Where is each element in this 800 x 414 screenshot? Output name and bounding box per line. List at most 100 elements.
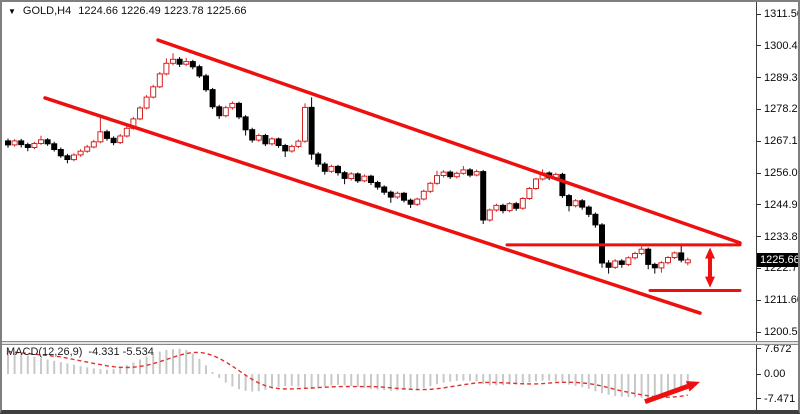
price-axis-label: 1267.10 — [764, 135, 800, 148]
indicator-axis-tick — [757, 348, 761, 350]
candle — [632, 251, 638, 260]
candle — [38, 135, 44, 145]
arrow-down-head — [705, 276, 715, 288]
candle — [282, 143, 289, 157]
candle — [467, 168, 473, 178]
candle — [559, 172, 566, 198]
candle — [209, 87, 216, 110]
candle — [473, 169, 480, 177]
macd-signal-line — [7, 350, 688, 398]
candle — [381, 185, 388, 195]
candle — [585, 205, 592, 218]
macd-up-arrow[interactable] — [644, 381, 700, 405]
candle — [526, 187, 533, 200]
candle — [57, 147, 64, 158]
candle — [302, 103, 308, 143]
candle — [189, 59, 196, 70]
candle — [77, 149, 84, 157]
axis-tick — [757, 108, 761, 110]
candle — [671, 251, 678, 259]
price-axis-label: 1233.80 — [764, 230, 800, 243]
candle — [645, 247, 652, 270]
candle — [249, 127, 256, 143]
candle — [222, 105, 229, 118]
candle — [374, 180, 381, 190]
candle — [341, 171, 348, 185]
candle — [579, 199, 586, 210]
candle — [533, 177, 539, 190]
indicator-axis-label: 7.672 — [764, 342, 792, 355]
candle — [500, 203, 506, 214]
price-axis-label: 1200.50 — [764, 326, 800, 338]
price-axis-label: 1311.50 — [764, 8, 800, 20]
price-axis-label: 1300.40 — [764, 39, 800, 52]
candle — [170, 53, 176, 66]
candle — [275, 137, 282, 148]
candle — [11, 139, 18, 147]
candle — [414, 197, 421, 206]
indicator-axis-tick — [757, 373, 761, 375]
candle — [453, 171, 460, 179]
indicator-axis-label: -7.471 — [764, 392, 796, 405]
channel-lower-trendline[interactable] — [43, 96, 702, 315]
candle — [658, 261, 665, 273]
price-axis[interactable]: 1225.66 1311.50 1300.40 1289.30 1278.20 1267… — [756, 0, 800, 414]
candle — [506, 202, 513, 213]
candle — [308, 97, 315, 160]
candle — [18, 138, 25, 148]
candle — [605, 260, 612, 274]
axis-tick — [757, 331, 761, 333]
price-axis-label: 1211.60 — [764, 294, 800, 307]
macd-values: -4.331 -5.534 — [88, 346, 154, 358]
axis-tick — [757, 299, 761, 301]
candle — [434, 170, 440, 185]
axis-tick — [757, 267, 761, 269]
price-chart-canvas[interactable] — [0, 0, 756, 341]
chart-title: ▼ GOLD,H4 1224.66 1226.49 1223.78 1225.6… — [8, 5, 246, 17]
candle — [348, 172, 355, 181]
candle — [295, 139, 302, 149]
candle — [31, 141, 38, 150]
candle — [572, 199, 579, 208]
candle — [447, 170, 454, 179]
candle — [321, 162, 328, 175]
candle — [420, 189, 427, 201]
candle — [427, 181, 434, 193]
chart-symbol-label: GOLD,H4 — [22, 5, 72, 17]
candle — [361, 174, 368, 183]
axis-tick — [757, 236, 761, 238]
panel-splitter[interactable] — [0, 341, 800, 345]
candle — [335, 164, 341, 176]
axis-tick — [757, 13, 761, 15]
candle — [216, 104, 223, 119]
candle — [592, 212, 599, 228]
candle — [156, 71, 163, 89]
macd-indicator-canvas[interactable] — [0, 345, 756, 410]
candle — [269, 137, 275, 146]
candle — [638, 246, 645, 256]
candle — [64, 153, 71, 164]
candle — [110, 136, 117, 146]
candle — [440, 170, 447, 178]
range-arrow[interactable] — [705, 247, 715, 288]
candle — [566, 193, 572, 212]
axis-tick — [757, 45, 761, 47]
candle — [150, 84, 157, 99]
macd-histogram — [7, 348, 689, 399]
candle — [203, 73, 209, 92]
candle — [255, 133, 262, 142]
candle — [262, 133, 269, 147]
channel-upper-trendline[interactable] — [156, 38, 742, 245]
macd-indicator-title: MACD(12,26,9) -4.331 -5.534 — [6, 346, 154, 358]
indicator-axis-tick — [757, 398, 761, 400]
arrow-up-head — [705, 247, 715, 259]
candle — [401, 191, 407, 203]
candle — [513, 201, 520, 211]
arrow-head — [685, 381, 700, 392]
candle — [665, 256, 671, 265]
candle — [625, 256, 632, 267]
candle — [394, 191, 401, 199]
candle — [493, 203, 500, 212]
candle — [315, 152, 322, 167]
